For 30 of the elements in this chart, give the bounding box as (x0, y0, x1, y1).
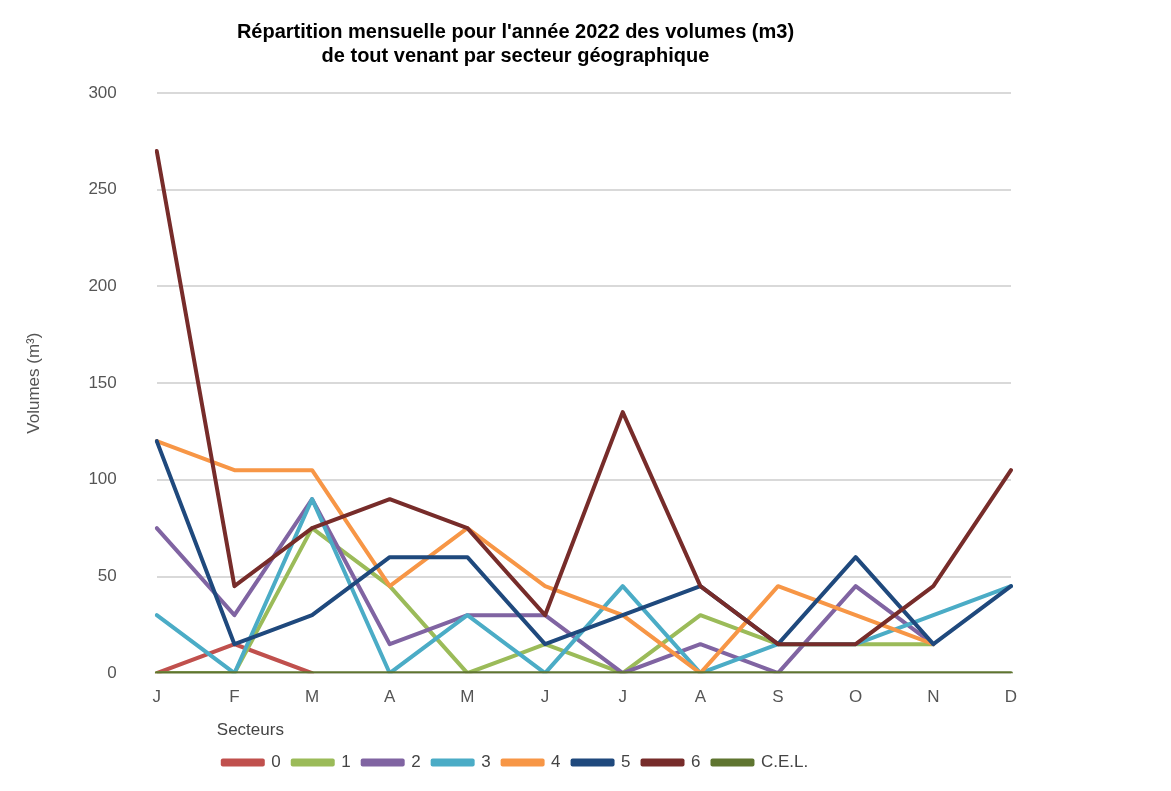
x-tick-label: S (772, 687, 784, 707)
x-tick-label: D (1004, 687, 1018, 707)
y-tick-label: 0 (107, 662, 117, 682)
y-axis-title: Volumes (m³) (23, 332, 43, 434)
y-tick-label: 50 (97, 566, 117, 586)
y-tick-label: 100 (88, 469, 117, 489)
x-tick-label: A (694, 687, 707, 707)
x-tick-label: J (152, 687, 162, 707)
x-tick-label: F (229, 687, 240, 707)
legend-label: 0 (271, 752, 281, 772)
legend-label: 3 (481, 752, 491, 772)
y-tick-label: 250 (88, 179, 117, 199)
legend-label: 6 (691, 752, 701, 772)
legend-label: 2 (411, 752, 421, 772)
x-tick-label: M (304, 687, 320, 707)
legend-label: 5 (621, 752, 631, 772)
y-tick-label: 200 (88, 276, 117, 296)
chart-title: Répartition mensuelle pour l'année 2022 des volumes (m3) de tout venant par secteur géographique (236, 19, 795, 66)
x-tick-label: M (460, 687, 475, 707)
x-tick-label: J (618, 687, 627, 707)
x-tick-label: A (384, 687, 397, 707)
legend-title: Secteurs (216, 719, 284, 739)
x-tick-label: O (849, 687, 863, 707)
x-tick-label: N (927, 687, 940, 707)
legend-label: 4 (551, 752, 561, 772)
legend-label: 1 (341, 752, 351, 772)
y-tick-label: 300 (88, 82, 117, 102)
y-tick-label: 150 (88, 372, 117, 392)
x-tick-label: J (540, 687, 550, 707)
legend-label: C.E.L. (760, 752, 809, 772)
